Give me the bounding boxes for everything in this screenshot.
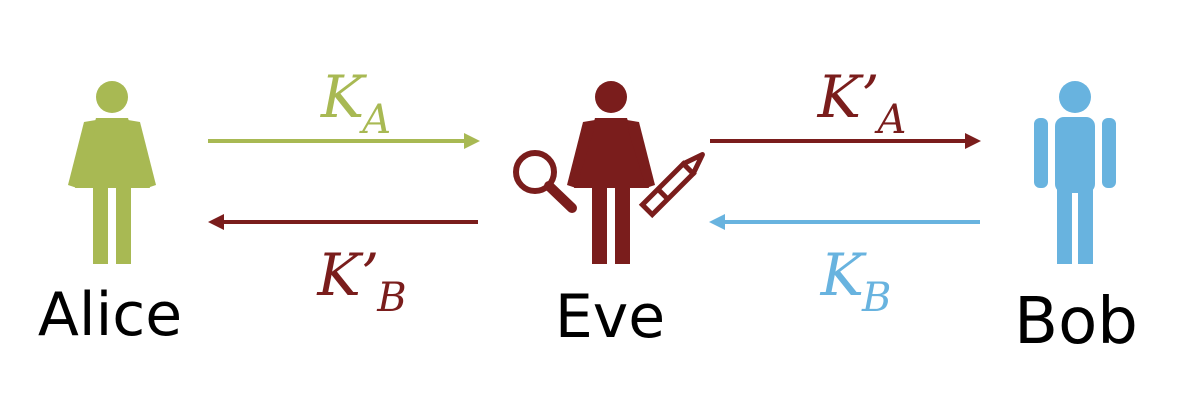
arrow-eve-to-alice bbox=[208, 214, 478, 230]
bob-figure-icon bbox=[1034, 81, 1116, 264]
arrow-eve-to-bob bbox=[710, 133, 981, 149]
key-label-bob-to-eve: KB bbox=[821, 246, 892, 318]
key-subscript: B bbox=[861, 275, 892, 321]
key-subscript: A bbox=[877, 97, 907, 143]
arrow-bob-to-eve bbox=[709, 214, 980, 230]
key-subscript: A bbox=[362, 97, 392, 143]
alice-name: Alice bbox=[37, 280, 183, 350]
key-base: K bbox=[320, 63, 365, 131]
key-base: K’ bbox=[817, 63, 880, 131]
arrow-alice-to-eve bbox=[208, 133, 480, 149]
key-label-alice-to-eve: KA bbox=[321, 68, 391, 140]
eve-name: Eve bbox=[554, 282, 666, 352]
magnifying-glass-icon bbox=[513, 150, 577, 213]
key-base: K’ bbox=[317, 241, 380, 309]
key-base: K bbox=[820, 241, 864, 309]
key-subscript: B bbox=[377, 275, 407, 321]
key-label-eve-to-alice: K’B bbox=[317, 246, 406, 318]
bob-name: Bob bbox=[1014, 285, 1138, 359]
eve-figure-icon bbox=[567, 81, 655, 264]
pen-icon bbox=[638, 152, 705, 219]
key-label-eve-to-bob: K’A bbox=[818, 68, 907, 140]
alice-figure-icon bbox=[68, 81, 156, 264]
